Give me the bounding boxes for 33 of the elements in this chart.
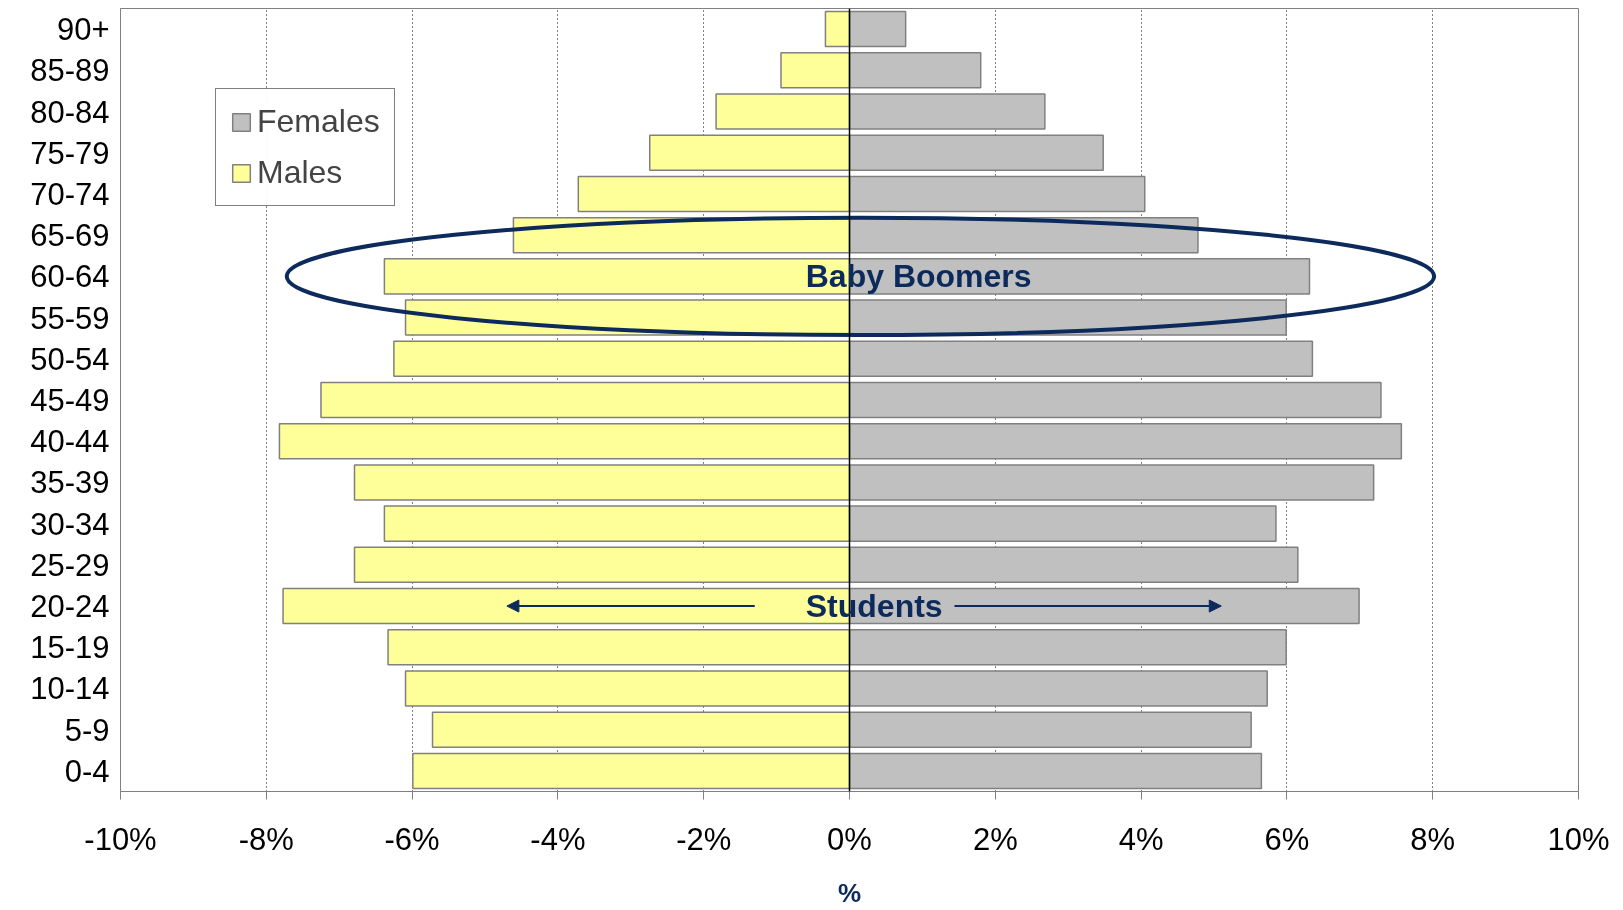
y-tick-label: 45-49	[30, 383, 110, 418]
x-tick-label: -10%	[84, 821, 157, 857]
y-tick-label: 70-74	[30, 176, 110, 212]
y-tick-label: 90+	[56, 12, 110, 48]
y-tick-label: 60-64	[30, 259, 110, 295]
y-tick-label: 85-89	[30, 53, 110, 89]
x-tick-label: 4%	[1118, 821, 1164, 857]
legend-label: Males	[257, 154, 343, 191]
y-tick-label: 65-69	[30, 218, 110, 254]
x-tick-label: -8%	[238, 821, 294, 857]
y-tick-label: 0-4	[64, 753, 110, 789]
y-tick-label: 75-79	[30, 135, 110, 171]
y-tick-label: 35-39	[30, 465, 110, 501]
y-tick-label: 80-84	[30, 94, 110, 130]
y-tick-label: 25-29	[30, 547, 110, 583]
x-tick-label: -4%	[530, 821, 586, 857]
y-tick-label: 5-9	[64, 712, 110, 748]
y-tick-label: 55-59	[30, 300, 110, 336]
x-tick-label: 0%	[827, 821, 872, 857]
y-tick-label: 30-34	[30, 506, 110, 542]
x-tick-label: 2%	[972, 821, 1018, 857]
y-tick-label: 15-19	[30, 630, 110, 666]
x-axis-title: %	[837, 877, 862, 908]
y-tick-label: 20-24	[30, 589, 110, 625]
x-tick-label: -2%	[676, 821, 732, 857]
y-tick-label: 40-44	[30, 424, 110, 460]
x-tick-label: -6%	[384, 821, 440, 857]
x-tick-label: 6%	[1264, 821, 1310, 857]
y-tick-label: 10-14	[30, 671, 110, 707]
x-tick-label: 8%	[1410, 821, 1456, 857]
x-tick-label: 10%	[1547, 821, 1610, 857]
y-tick-label: 50-54	[30, 341, 110, 377]
legend-label: Females	[257, 103, 380, 140]
